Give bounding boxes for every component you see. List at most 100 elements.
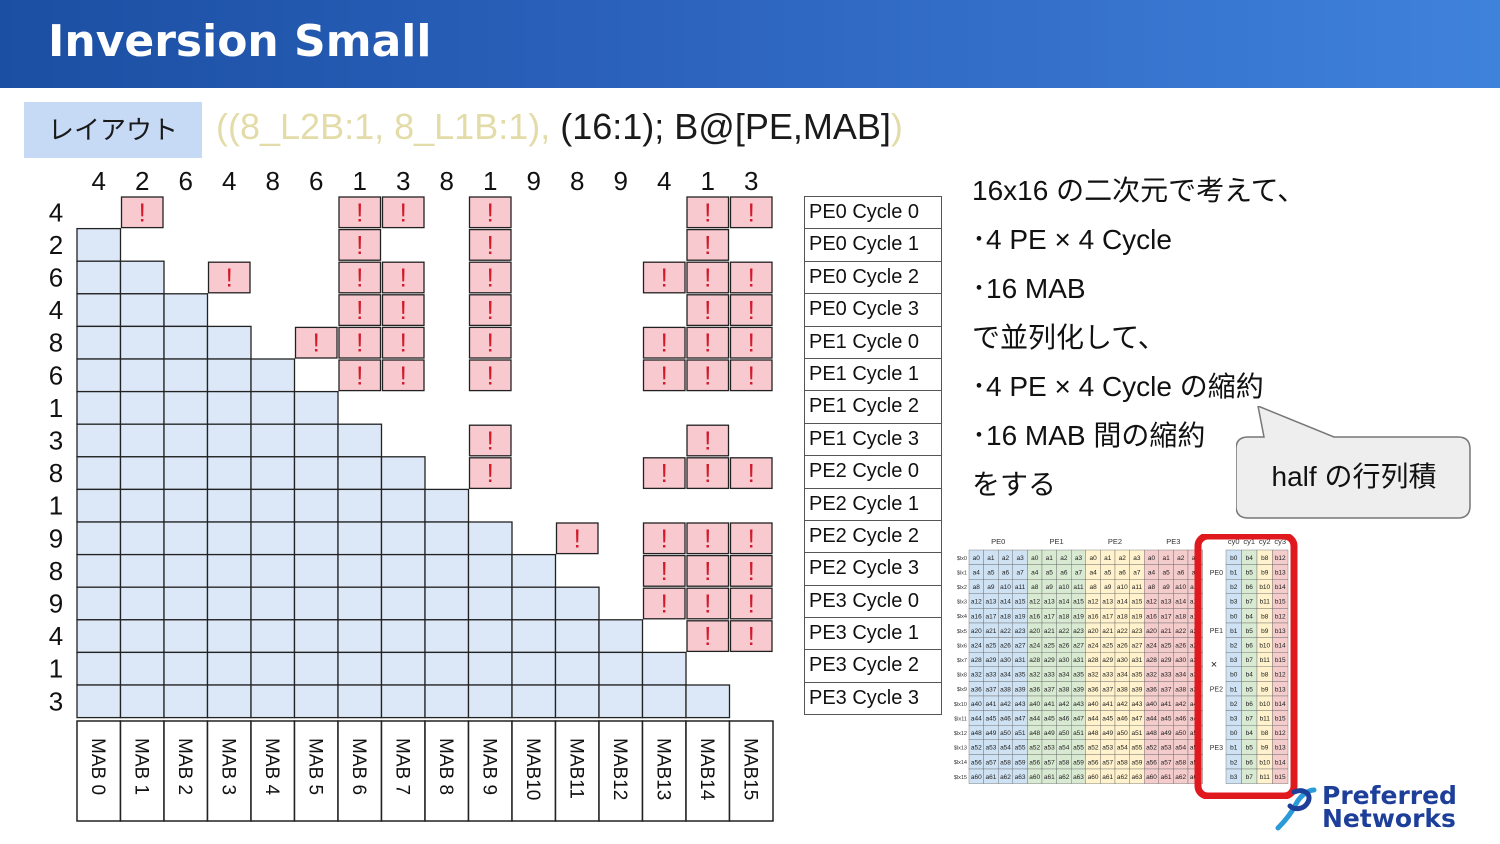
figure-a-cell-label: a5	[1046, 570, 1054, 577]
figure-a-cell-label: a8	[1089, 584, 1097, 591]
column-label: 4	[92, 166, 106, 196]
figure-a-cell-label: a16	[971, 613, 982, 620]
figure-a-cell-label: a0	[973, 555, 981, 562]
figure-b-cell-label: b5	[1246, 686, 1254, 693]
flag-mark: !	[356, 328, 363, 358]
figure-a-cell-label: a39	[1073, 686, 1084, 693]
figure-b-cell	[1272, 768, 1289, 784]
mab-column-box	[337, 720, 383, 822]
figure-a-cell-label: a32	[1088, 672, 1099, 679]
column-label: 3	[396, 166, 410, 196]
flag-mark: !	[487, 328, 494, 358]
figure-row-label: $lx10	[954, 702, 967, 708]
flag-mark: !	[704, 263, 711, 293]
note-line: ･16 MAB 間の縮約	[972, 420, 1206, 451]
figure-b-cell-label: b6	[1246, 701, 1254, 708]
figure-a-cell-label: a50	[1000, 730, 1011, 737]
lower-triangle-cell	[293, 619, 339, 654]
flag-mark: !	[748, 523, 755, 553]
figure-a-cell-label: a12	[1088, 599, 1099, 606]
lower-triangle-cell	[337, 521, 383, 556]
mab-label: MAB 5	[304, 738, 325, 795]
pe-cycle-list: PE0 Cycle 0 PE0 Cycle 1 PE0 Cycle 2 PE0 Cyc…	[804, 196, 942, 716]
flagged-cell	[642, 457, 686, 490]
figure-a-cell-label: a1	[1046, 555, 1054, 562]
figure-a-cell-label: a57	[985, 759, 996, 766]
figure-a-cell-label: a21	[1044, 628, 1055, 635]
figure-row-label: $lx15	[954, 775, 967, 781]
figure-b-cell-label: b10	[1259, 584, 1270, 591]
figure-a-cell-label: a24	[1088, 643, 1099, 650]
figure-a-cell-label: a45	[985, 716, 996, 723]
figure-a-cell-label: a14	[1175, 599, 1186, 606]
lower-triangle-cell	[163, 619, 209, 654]
figure-a-cell-label: a39	[1015, 686, 1026, 693]
note-line: ･4 PE × 4 Cycle	[972, 224, 1172, 255]
flagged-cell	[468, 359, 512, 392]
figure-a-cell-label: a17	[1161, 613, 1172, 620]
layout-label: レイアウト	[24, 102, 202, 158]
figure-a-cell-label: a35	[1015, 672, 1026, 679]
flag-mark: !	[704, 589, 711, 619]
flag-mark: !	[704, 197, 711, 227]
figure-a-cell-label: a45	[1161, 716, 1172, 723]
figure-a-cell-label: a50	[1058, 730, 1069, 737]
figure-a-cell-label: a20	[971, 628, 982, 635]
pe-cycle-item: PE1 Cycle 3	[804, 423, 942, 457]
figure-a-cell-label: a33	[1044, 672, 1055, 679]
figure-b-cell-label: b13	[1275, 745, 1286, 752]
figure-a-cell-label: a54	[1117, 745, 1128, 752]
figure-row-label: $lx4	[957, 614, 967, 620]
figure-a-cell-label: a42	[1117, 701, 1128, 708]
figure-a-cell-label: a63	[1015, 774, 1026, 781]
figure-a-cell-label: a18	[1000, 613, 1011, 620]
column-label: 4	[657, 166, 671, 196]
figure-a-cell-label: a56	[1029, 759, 1040, 766]
lower-triangle-cell	[511, 586, 557, 621]
figure-b-cell-label: b11	[1260, 716, 1271, 723]
flagged-cell	[686, 326, 730, 359]
lower-triangle-cell	[206, 553, 252, 588]
flagged-cell	[729, 620, 773, 653]
flag-mark: !	[704, 328, 711, 358]
figure-a-cell-label: a9	[1162, 584, 1170, 591]
figure-a-cell-label: a58	[1117, 759, 1128, 766]
figure-a-cell-label: a20	[1146, 628, 1157, 635]
lower-triangle-cell	[380, 488, 426, 523]
figure-b-cell-label: b11	[1260, 774, 1271, 781]
figure-b-cell-label: b12	[1275, 730, 1286, 737]
figure-row-label: $lx0	[957, 556, 967, 562]
figure-a-cell-label: a59	[1015, 759, 1026, 766]
mab-column-box	[728, 720, 774, 822]
figure-a-cell-label: a0	[1031, 555, 1039, 562]
flag-mark: !	[661, 360, 668, 390]
flag-mark: !	[487, 263, 494, 293]
column-label: 1	[483, 166, 497, 196]
figure-a-cell-label: a7	[1075, 570, 1083, 577]
figure-a-cell-label: a22	[1175, 628, 1186, 635]
figure-a-cell-label: a52	[1088, 745, 1099, 752]
figure-a-cell-label: a37	[985, 686, 996, 693]
figure-a-cell-label: a44	[1029, 716, 1040, 723]
flag-mark: !	[748, 360, 755, 390]
row-label: 6	[49, 360, 63, 390]
figure-b-cell-label: b2	[1230, 701, 1238, 708]
figure-a-cell-label: a61	[1044, 774, 1055, 781]
flagged-cell	[686, 228, 730, 261]
mab-label: MAB 1	[130, 738, 151, 795]
flagged-cell	[729, 522, 773, 555]
figure-a-cell-label: a0	[1148, 555, 1156, 562]
mab-label: MAB 2	[174, 738, 195, 795]
figure-a-cell-label: a30	[1000, 657, 1011, 664]
figure-b-cell-label: b6	[1246, 759, 1254, 766]
figure-b-cell-label: b9	[1261, 628, 1269, 635]
figure-a-cell-label: a59	[1073, 759, 1084, 766]
figure-a-cell-label: a10	[1175, 584, 1186, 591]
lower-triangle-cell	[76, 651, 122, 686]
figure-a-cell-label: a38	[1000, 686, 1011, 693]
lower-triangle-cell	[467, 521, 513, 556]
figure-a-cell-label: a62	[1175, 774, 1186, 781]
figure-a-cell-label: a33	[1161, 672, 1172, 679]
figure-a-cell-label: a5	[1104, 570, 1112, 577]
figure-b-cell-label: b9	[1261, 570, 1269, 577]
